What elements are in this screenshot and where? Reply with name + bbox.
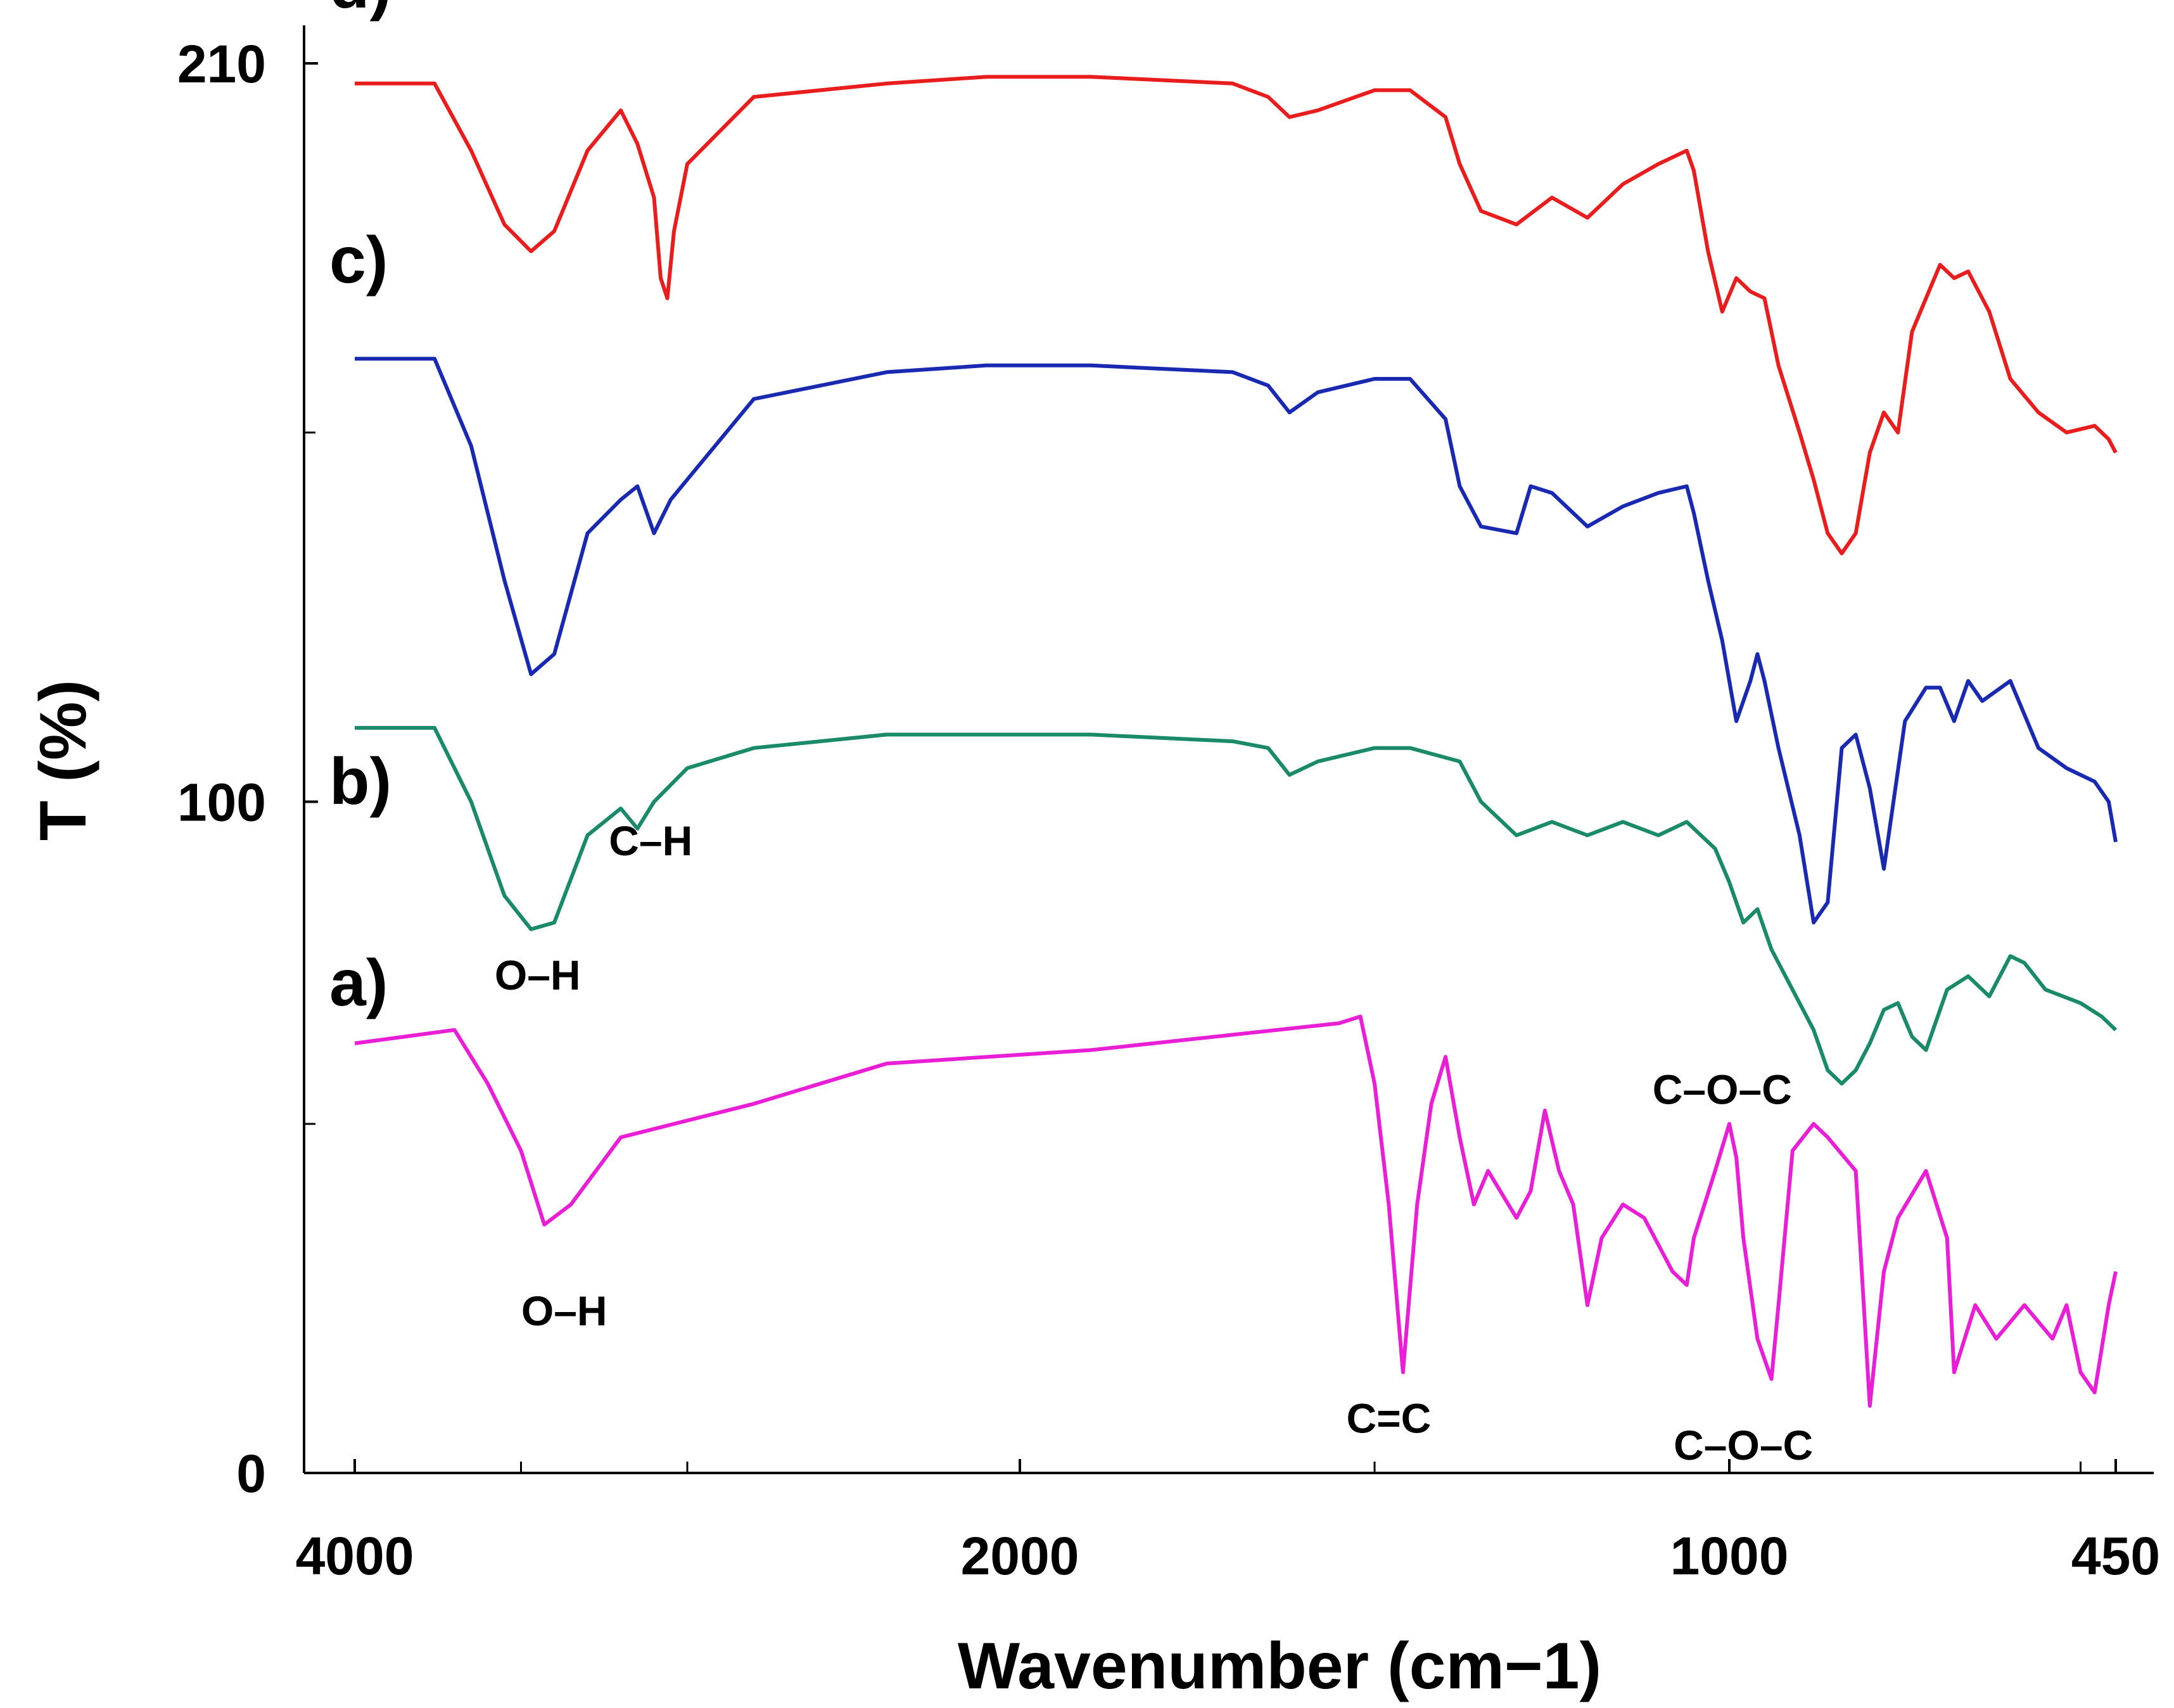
series-line-a <box>354 1014 2118 1408</box>
peak-annotation: C–H <box>609 817 692 864</box>
peak-annotation: C=C <box>1346 1394 1431 1441</box>
series-line-b <box>355 725 2118 1086</box>
peak-annotation: O–H <box>521 1287 607 1334</box>
y-axis-title: T (%) <box>27 680 100 841</box>
curve-label-d: d) <box>329 0 391 22</box>
x-tick-label: 450 <box>2071 1526 2160 1586</box>
curve-label-a: a) <box>329 946 388 1020</box>
x-tick-label: 1000 <box>1670 1526 1789 1586</box>
y-tick-label: 0 <box>236 1444 266 1503</box>
x-tick-label: 2000 <box>961 1526 1079 1586</box>
peak-annotation: C–O–C <box>1653 1066 1792 1112</box>
curve-label-b: b) <box>329 745 391 819</box>
y-tick-label: 210 <box>177 34 266 94</box>
peak-annotation: C–O–C <box>1674 1422 1813 1469</box>
x-tick-label: 4000 <box>296 1526 414 1586</box>
axes-group: 4000 2000 1000 450 0 100 210 <box>177 25 2160 1586</box>
series-line-c <box>355 357 2118 925</box>
curve-label-c: c) <box>329 224 388 297</box>
labels-group: a) b) c) d) O–H C–H O–H C=C C–O–C C–O–C <box>329 0 1813 1469</box>
series-group <box>354 75 2118 1408</box>
y-tick-label: 100 <box>177 772 266 832</box>
peak-annotation: O–H <box>495 952 581 998</box>
x-axis-title: Wavenumber (cm−1) <box>958 1629 1601 1703</box>
series-line-d <box>355 75 2118 556</box>
